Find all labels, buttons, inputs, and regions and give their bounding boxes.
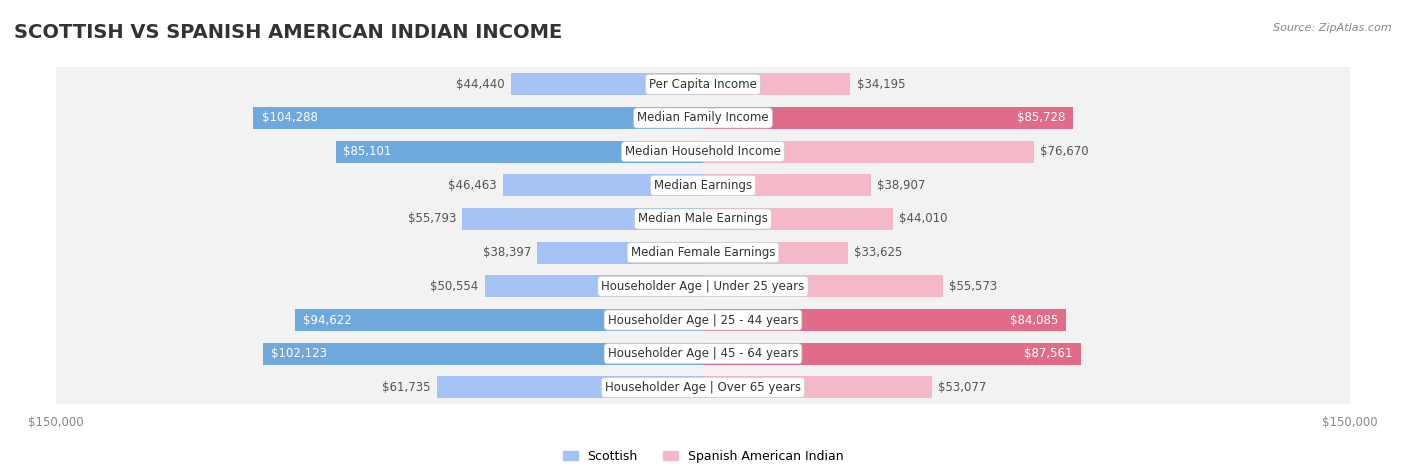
Text: $38,907: $38,907 <box>877 179 925 192</box>
Bar <box>703 376 932 398</box>
Text: Per Capita Income: Per Capita Income <box>650 78 756 91</box>
Text: Median Male Earnings: Median Male Earnings <box>638 212 768 226</box>
Text: Median Earnings: Median Earnings <box>654 179 752 192</box>
Text: Householder Age | 25 - 44 years: Householder Age | 25 - 44 years <box>607 313 799 326</box>
Text: $84,085: $84,085 <box>1010 313 1059 326</box>
Bar <box>295 309 703 331</box>
Bar <box>703 174 870 196</box>
Legend: Scottish, Spanish American Indian: Scottish, Spanish American Indian <box>558 445 848 467</box>
Text: $55,793: $55,793 <box>408 212 456 226</box>
Bar <box>253 107 703 129</box>
Bar <box>703 276 942 297</box>
Text: $53,077: $53,077 <box>938 381 987 394</box>
Text: Householder Age | Under 25 years: Householder Age | Under 25 years <box>602 280 804 293</box>
Text: Median Household Income: Median Household Income <box>626 145 780 158</box>
Text: SCOTTISH VS SPANISH AMERICAN INDIAN INCOME: SCOTTISH VS SPANISH AMERICAN INDIAN INCO… <box>14 23 562 42</box>
Bar <box>503 174 703 196</box>
Bar <box>56 370 1350 404</box>
Text: $85,101: $85,101 <box>343 145 392 158</box>
Bar <box>56 67 1350 101</box>
Bar <box>512 73 703 95</box>
Text: $34,195: $34,195 <box>856 78 905 91</box>
Text: $76,670: $76,670 <box>1040 145 1088 158</box>
Text: $46,463: $46,463 <box>447 179 496 192</box>
Text: $104,288: $104,288 <box>263 112 318 125</box>
Bar <box>56 135 1350 169</box>
Text: Median Family Income: Median Family Income <box>637 112 769 125</box>
Text: $102,123: $102,123 <box>271 347 328 360</box>
Bar <box>463 208 703 230</box>
Text: $44,440: $44,440 <box>457 78 505 91</box>
Bar <box>56 269 1350 303</box>
Text: $61,735: $61,735 <box>382 381 430 394</box>
Bar <box>703 242 848 263</box>
Bar <box>703 309 1066 331</box>
Bar <box>437 376 703 398</box>
Bar <box>703 343 1081 365</box>
Bar <box>336 141 703 163</box>
Bar <box>56 236 1350 269</box>
Text: Householder Age | 45 - 64 years: Householder Age | 45 - 64 years <box>607 347 799 360</box>
Bar <box>56 101 1350 135</box>
Bar <box>56 303 1350 337</box>
Text: $33,625: $33,625 <box>855 246 903 259</box>
Bar <box>537 242 703 263</box>
Text: Median Female Earnings: Median Female Earnings <box>631 246 775 259</box>
Text: $87,561: $87,561 <box>1025 347 1073 360</box>
Text: $38,397: $38,397 <box>482 246 531 259</box>
Text: Source: ZipAtlas.com: Source: ZipAtlas.com <box>1274 23 1392 33</box>
Bar <box>703 208 893 230</box>
Text: $94,622: $94,622 <box>304 313 352 326</box>
Text: $55,573: $55,573 <box>949 280 997 293</box>
Bar <box>263 343 703 365</box>
Text: $50,554: $50,554 <box>430 280 478 293</box>
Text: $85,728: $85,728 <box>1017 112 1066 125</box>
Bar <box>56 169 1350 202</box>
Bar <box>56 337 1350 370</box>
Bar <box>703 141 1033 163</box>
Bar <box>56 202 1350 236</box>
Bar <box>703 73 851 95</box>
Bar <box>703 107 1073 129</box>
Text: $44,010: $44,010 <box>900 212 948 226</box>
Text: Householder Age | Over 65 years: Householder Age | Over 65 years <box>605 381 801 394</box>
Bar <box>485 276 703 297</box>
